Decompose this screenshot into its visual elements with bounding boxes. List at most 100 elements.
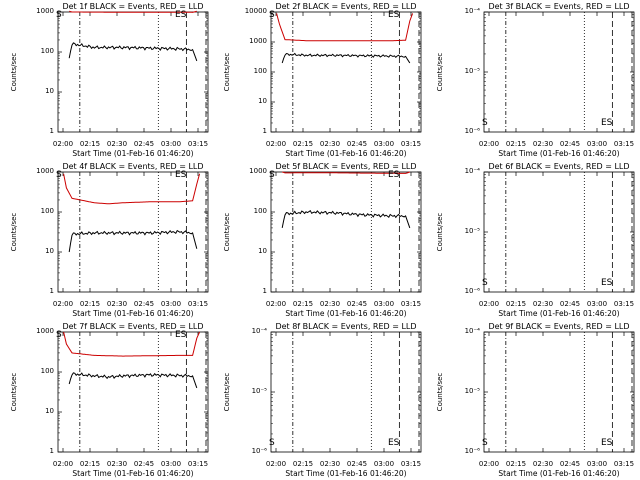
detector-panel-8: Det 8f BLACK = Events, RED = LLD Start Ti…	[213, 320, 426, 480]
x-tick-label: 02:15	[505, 300, 527, 308]
x-tick-label: 03:00	[586, 460, 608, 468]
x-tick-label: 02:30	[106, 140, 128, 148]
plot-frame	[483, 11, 635, 133]
x-axis-label: Start Time (01-Feb-16 01:46:20)	[285, 309, 407, 318]
x-tick-label: 02:00	[478, 300, 500, 308]
events-series	[281, 209, 411, 229]
start-marker: S	[56, 10, 62, 20]
x-tick-label: 02:00	[265, 460, 287, 468]
chart-title: Det 5f BLACK = Events, RED = LLD	[275, 162, 417, 171]
detector-panel-6: Det 6f BLACK = Events, RED = LLD Start Ti…	[426, 160, 639, 320]
x-tick-label: 02:45	[133, 140, 155, 148]
plot-frame	[57, 11, 209, 133]
x-axis-label: Start Time (01-Feb-16 01:46:20)	[498, 309, 620, 318]
y-tick-label: 10⁻⁴	[464, 327, 480, 335]
y-tick-label: 100	[253, 207, 267, 215]
events-series	[68, 229, 198, 253]
x-tick-label: 02:45	[346, 300, 368, 308]
end-marker: ES	[388, 438, 400, 448]
x-tick-label: 03:00	[373, 460, 395, 468]
y-tick-label: 1000	[36, 167, 54, 175]
x-tick-label: 02:00	[478, 140, 500, 148]
lld-series	[276, 13, 414, 42]
detector-panel-7: Det 7f BLACK = Events, RED = LLD Start Ti…	[0, 320, 213, 480]
y-tick-label: 1000	[36, 7, 54, 15]
detector-panel-1: Det 1f BLACK = Events, RED = LLD Start Ti…	[0, 0, 213, 160]
detector-panel-5: Det 5f BLACK = Events, RED = LLD Start Ti…	[213, 160, 426, 320]
x-tick-label: 02:45	[559, 460, 581, 468]
end-marker: ES	[175, 330, 187, 340]
plot-area	[483, 171, 635, 293]
x-tick-label: 02:45	[133, 300, 155, 308]
events-series	[281, 52, 411, 64]
chart-title: Det 9f BLACK = Events, RED = LLD	[488, 322, 630, 331]
x-axis-label: Start Time (01-Feb-16 01:46:20)	[498, 149, 620, 158]
end-marker: ES	[601, 438, 613, 448]
y-tick-label: 1000	[249, 37, 267, 45]
plot-frame	[483, 171, 635, 293]
y-tick-label: 1	[49, 287, 54, 295]
y-tick-label: 1000	[249, 167, 267, 175]
chart-title: Det 2f BLACK = Events, RED = LLD	[275, 2, 417, 11]
y-tick-label: 10	[258, 97, 267, 105]
x-tick-label: 03:00	[373, 140, 395, 148]
plot-area	[270, 11, 422, 133]
y-tick-label: 10⁻⁴	[251, 327, 267, 335]
y-tick-label: 1000	[36, 327, 54, 335]
chart-title: Det 3f BLACK = Events, RED = LLD	[488, 2, 630, 11]
start-marker: S	[482, 118, 488, 128]
x-axis-label: Start Time (01-Feb-16 01:46:20)	[72, 309, 194, 318]
x-tick-label: 03:15	[613, 140, 635, 148]
plot-frame	[483, 331, 635, 453]
detector-panel-9: Det 9f BLACK = Events, RED = LLD Start Ti…	[426, 320, 639, 480]
x-tick-label: 02:00	[52, 460, 74, 468]
x-axis-label: Start Time (01-Feb-16 01:46:20)	[285, 469, 407, 478]
x-tick-label: 02:15	[505, 140, 527, 148]
plot-area	[483, 331, 635, 453]
x-tick-label: 02:15	[505, 460, 527, 468]
y-tick-label: 1	[262, 287, 267, 295]
x-tick-label: 03:00	[160, 460, 182, 468]
y-tick-label: 10⁻⁴	[464, 167, 480, 175]
chart-title: Det 8f BLACK = Events, RED = LLD	[275, 322, 417, 331]
y-tick-label: 1	[49, 127, 54, 135]
plot-area	[57, 331, 209, 453]
x-tick-label: 03:15	[187, 300, 209, 308]
x-tick-label: 02:00	[52, 140, 74, 148]
x-tick-label: 02:15	[292, 300, 314, 308]
x-tick-label: 02:15	[79, 460, 101, 468]
x-axis-label: Start Time (01-Feb-16 01:46:20)	[498, 469, 620, 478]
end-marker: ES	[388, 10, 400, 20]
x-tick-label: 02:30	[319, 140, 341, 148]
y-tick-label: 10⁻⁶	[251, 447, 267, 455]
y-tick-label: 100	[40, 367, 54, 375]
x-tick-label: 03:15	[613, 300, 635, 308]
plot-frame	[57, 331, 209, 453]
events-series	[68, 372, 198, 389]
x-tick-label: 02:30	[532, 140, 554, 148]
x-axis-label: Start Time (01-Feb-16 01:46:20)	[285, 149, 407, 158]
x-tick-label: 03:00	[160, 140, 182, 148]
start-marker: S	[56, 330, 62, 340]
x-tick-label: 02:15	[292, 460, 314, 468]
x-tick-label: 02:00	[265, 300, 287, 308]
x-tick-label: 03:15	[400, 460, 422, 468]
x-tick-label: 03:00	[160, 300, 182, 308]
x-tick-label: 02:30	[532, 460, 554, 468]
start-marker: S	[269, 170, 275, 180]
y-tick-label: 100	[253, 67, 267, 75]
y-tick-label: 1	[262, 127, 267, 135]
x-tick-label: 03:00	[373, 300, 395, 308]
start-marker: S	[269, 10, 275, 20]
plot-frame	[270, 331, 422, 453]
y-tick-label: 10⁻⁴	[464, 7, 480, 15]
plot-frame	[270, 11, 422, 133]
end-marker: ES	[601, 278, 613, 288]
x-tick-label: 02:15	[292, 140, 314, 148]
y-tick-label: 10⁻⁶	[464, 127, 480, 135]
y-tick-label: 10⁻⁵	[464, 387, 480, 395]
end-marker: ES	[388, 170, 400, 180]
x-tick-label: 02:45	[346, 140, 368, 148]
x-tick-label: 02:15	[79, 300, 101, 308]
